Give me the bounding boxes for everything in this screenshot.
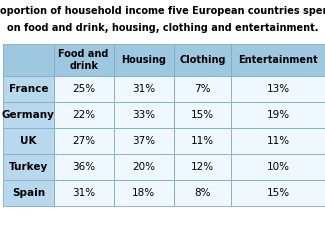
Bar [114, 154, 174, 180]
Text: Proportion of household income five European countries spend: Proportion of household income five Euro… [0, 6, 325, 16]
Text: Housing: Housing [121, 55, 166, 65]
Text: 33%: 33% [132, 110, 155, 120]
Text: Clothing: Clothing [179, 55, 226, 65]
Text: 20%: 20% [132, 162, 155, 172]
Text: 25%: 25% [72, 84, 95, 94]
Bar [114, 76, 174, 102]
Text: 10%: 10% [266, 162, 289, 172]
Text: Germany: Germany [2, 110, 55, 120]
Text: 22%: 22% [72, 110, 95, 120]
Bar [174, 102, 231, 128]
Text: Food and
drink: Food and drink [58, 49, 109, 71]
Bar [174, 128, 231, 154]
Text: 31%: 31% [72, 188, 95, 198]
Text: 31%: 31% [132, 84, 155, 94]
Bar [174, 180, 231, 206]
Text: 18%: 18% [132, 188, 155, 198]
Text: 36%: 36% [72, 162, 95, 172]
Bar [54, 76, 114, 102]
Bar [114, 44, 174, 76]
Text: Spain: Spain [12, 188, 45, 198]
Bar [231, 44, 325, 76]
Text: Entertainment: Entertainment [238, 55, 318, 65]
Bar [3, 128, 54, 154]
Text: 15%: 15% [266, 188, 290, 198]
Bar [231, 128, 325, 154]
Bar [231, 154, 325, 180]
Bar [3, 154, 54, 180]
Bar [114, 102, 174, 128]
Text: 11%: 11% [266, 136, 290, 146]
Bar [3, 102, 54, 128]
Bar [54, 128, 114, 154]
Bar [114, 180, 174, 206]
Bar [114, 128, 174, 154]
Text: 11%: 11% [191, 136, 214, 146]
Text: UK: UK [20, 136, 37, 146]
Text: Turkey: Turkey [9, 162, 48, 172]
Text: 8%: 8% [194, 188, 211, 198]
Bar [231, 180, 325, 206]
Bar [54, 180, 114, 206]
Bar [54, 44, 114, 76]
Bar [174, 76, 231, 102]
Text: on food and drink, housing, clothing and entertainment.: on food and drink, housing, clothing and… [7, 23, 318, 33]
Text: 37%: 37% [132, 136, 155, 146]
Text: 13%: 13% [266, 84, 290, 94]
Bar [3, 44, 54, 76]
Bar [231, 76, 325, 102]
Bar [231, 102, 325, 128]
Bar [174, 154, 231, 180]
Text: 27%: 27% [72, 136, 95, 146]
Bar [174, 44, 231, 76]
Text: 19%: 19% [266, 110, 290, 120]
Text: 7%: 7% [194, 84, 211, 94]
Bar [3, 76, 54, 102]
Text: 15%: 15% [191, 110, 214, 120]
Bar [54, 154, 114, 180]
Bar [3, 180, 54, 206]
Text: 12%: 12% [191, 162, 214, 172]
Text: France: France [9, 84, 48, 94]
Bar [54, 102, 114, 128]
